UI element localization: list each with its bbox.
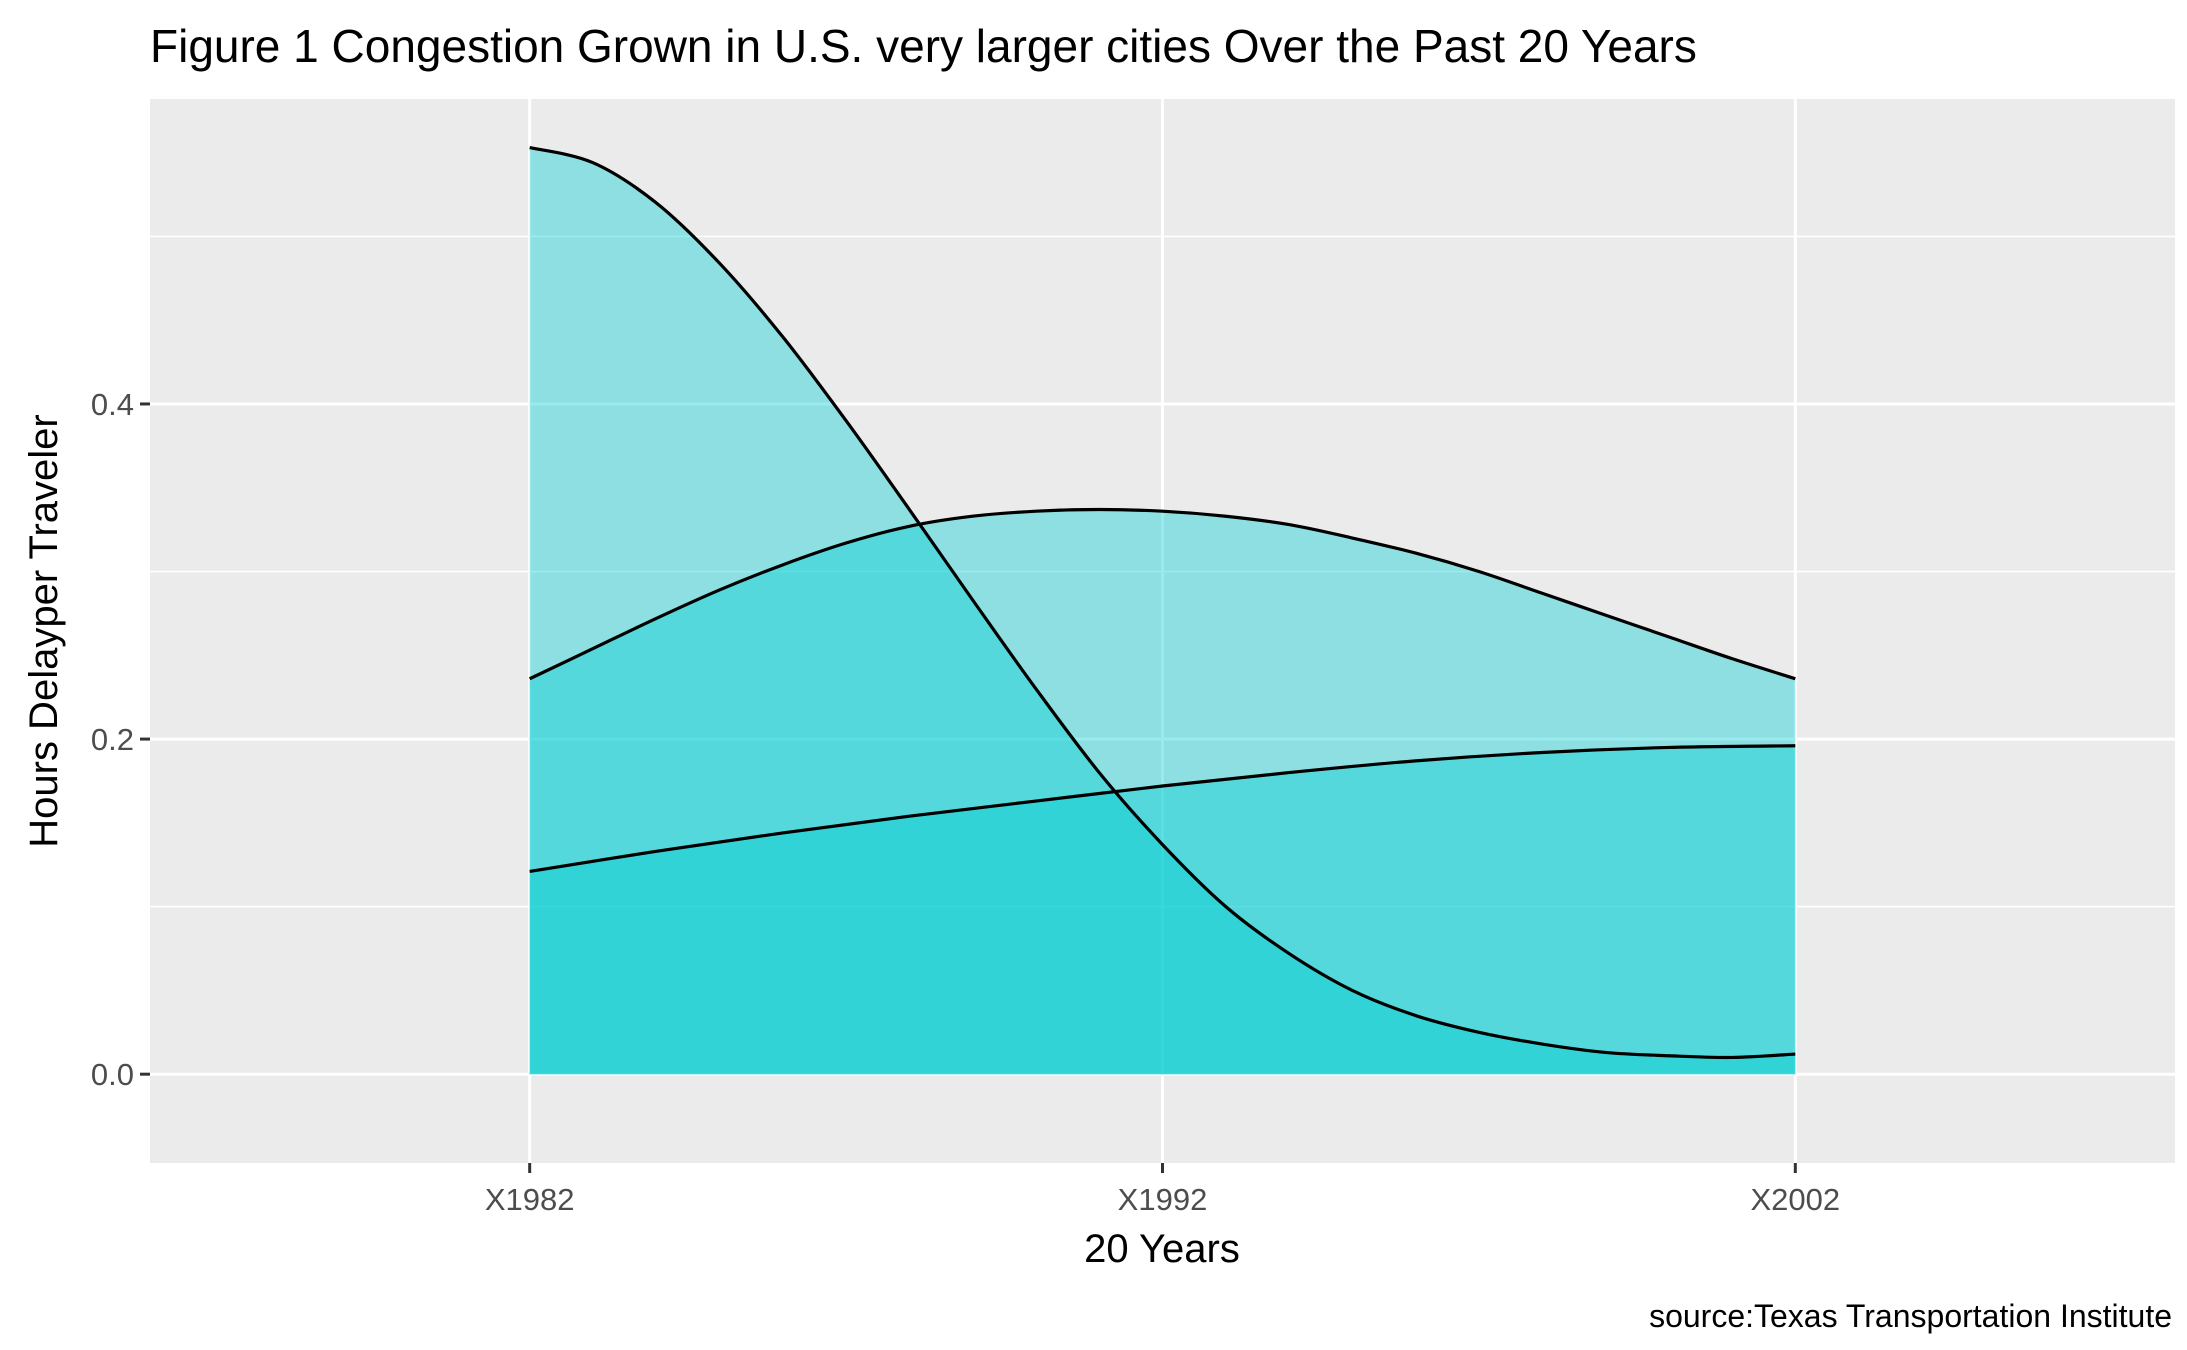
density-line-2	[528, 507, 1796, 681]
axis-ticks: 0.0 0.2 0.4 X1982 X1992 X2002	[91, 387, 1840, 1217]
major-gridlines	[150, 99, 2175, 1163]
density-line-1	[529, 146, 1796, 1060]
x-tick-label: X1982	[485, 1182, 575, 1217]
density-area-3	[529, 745, 1796, 1075]
density-area-1	[529, 147, 1796, 1075]
y-tick-label: 0.2	[91, 722, 134, 757]
y-tick-label: 0.0	[91, 1057, 134, 1092]
source-caption: source:Texas Transportation Institute	[1649, 1298, 2172, 1334]
density-line-3	[529, 744, 1796, 874]
x-axis-title: 20 Years	[1084, 1227, 1240, 1271]
density-area-2	[529, 509, 1796, 1075]
x-tick-label: X2002	[1750, 1182, 1840, 1217]
density-areas	[529, 147, 1796, 1075]
chart-title: Figure 1 Congestion Grown in U.S. very l…	[150, 20, 1697, 72]
density-lines	[528, 146, 1796, 1060]
y-axis-title: Hours Delayper Traveler	[22, 414, 66, 848]
y-tick-label: 0.4	[91, 387, 134, 422]
x-tick-label: X1992	[1118, 1182, 1208, 1217]
